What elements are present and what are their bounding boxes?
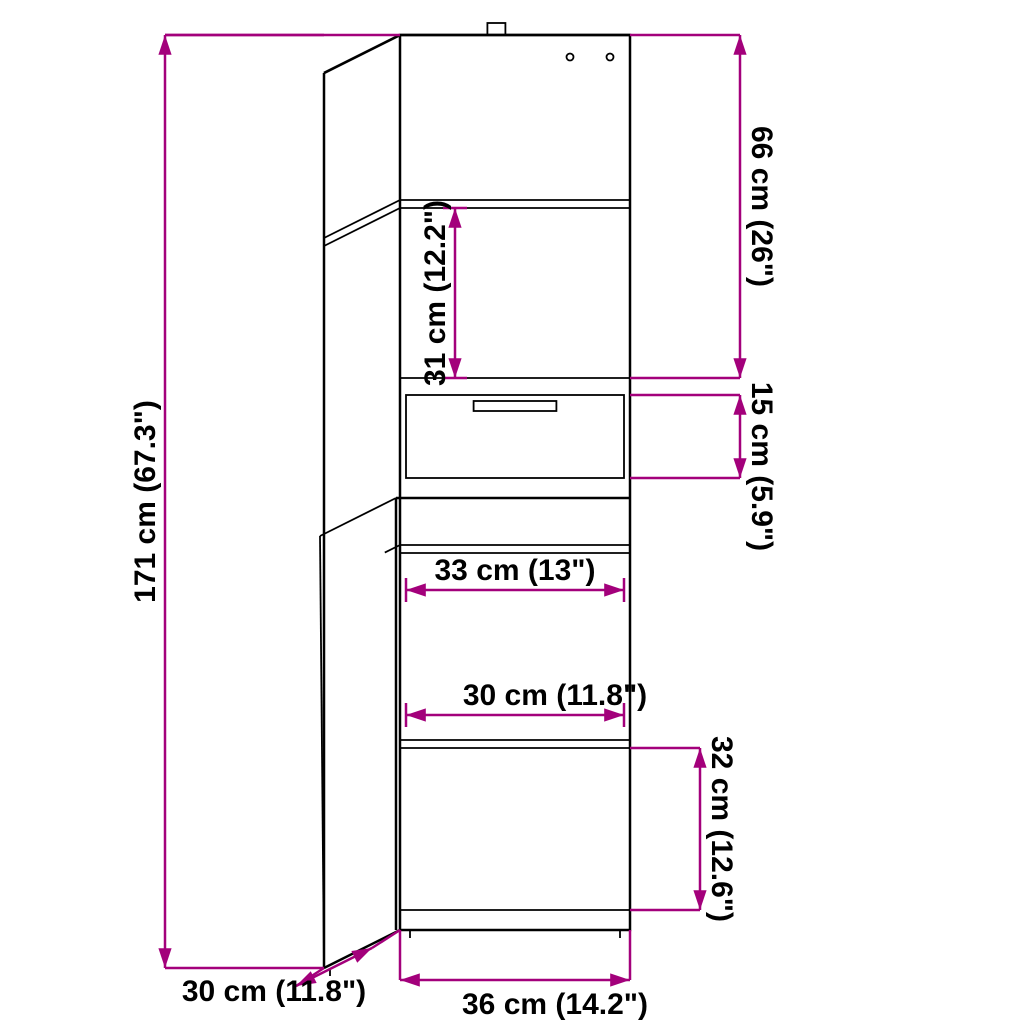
dim-line [372, 930, 400, 948]
arrowhead [693, 890, 706, 910]
outline-line [324, 200, 400, 238]
outline-line [324, 930, 400, 968]
dim-lower-shelf: 30 cm (11.8") [463, 679, 647, 712]
outline-line [324, 208, 400, 246]
arrowhead [400, 973, 420, 986]
outline-line [324, 35, 400, 73]
hole-icon [607, 54, 614, 61]
hole-icon [567, 54, 574, 61]
arrowhead [406, 583, 426, 596]
outline-rect [487, 23, 505, 35]
arrowhead [733, 458, 746, 478]
arrowhead [693, 748, 706, 768]
dim-depth: 30 cm (11.8") [182, 975, 366, 1008]
arrowhead [158, 35, 171, 55]
dim-width: 36 cm (14.2") [462, 988, 648, 1021]
dim-bottom-section: 32 cm (12.6") [705, 736, 738, 922]
arrowhead [733, 395, 746, 415]
dim-top-section: 66 cm (26") [745, 126, 778, 287]
arrowhead [733, 358, 746, 378]
arrowhead [351, 948, 372, 963]
outline-rect [474, 401, 557, 411]
dim-inner-width: 33 cm (13") [435, 554, 596, 587]
arrowhead [733, 35, 746, 55]
arrowhead [610, 973, 630, 986]
outline-rect [406, 395, 624, 478]
outline-rect [400, 35, 630, 930]
outline-line [320, 498, 396, 536]
dim-total-height: 171 cm (67.3") [129, 400, 162, 603]
outline-line [385, 545, 400, 553]
dim-shelf-gap: 31 cm (12.2") [419, 200, 452, 386]
arrowhead [406, 708, 426, 721]
dim-drawer-h: 15 cm (5.9") [745, 382, 778, 551]
arrowhead [158, 948, 171, 968]
arrowhead [604, 583, 624, 596]
